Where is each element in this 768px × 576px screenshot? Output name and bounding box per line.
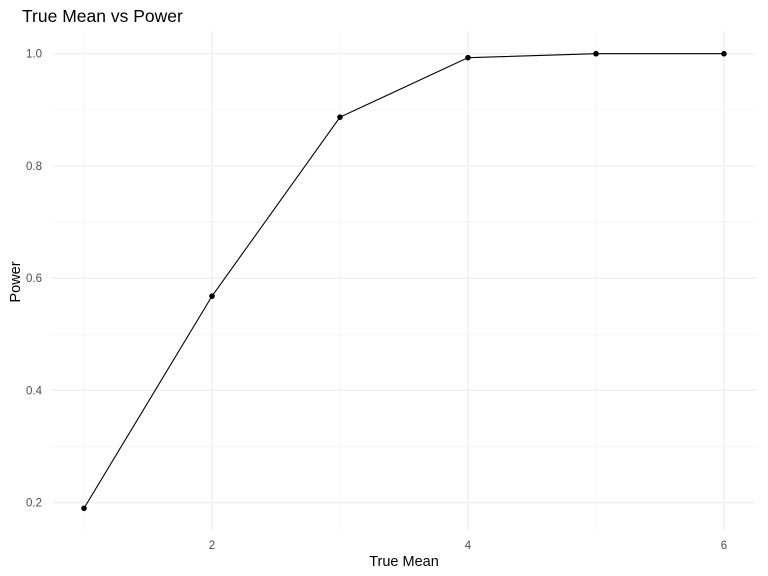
y-tick-label: 0.8 [26, 161, 42, 173]
chart-title: True Mean vs Power [22, 6, 183, 26]
data-point [593, 50, 599, 57]
data-point [465, 54, 471, 61]
data-point [81, 505, 87, 512]
y-tick-label: 0.2 [26, 498, 42, 510]
y-axis-ticks: 0.2 0.4 0.6 0.8 1.0 [26, 49, 43, 510]
data-point [209, 293, 215, 299]
y-axis-label: Power [8, 261, 24, 302]
x-tick-label: 4 [465, 540, 472, 552]
y-tick-label: 0.6 [26, 273, 42, 285]
data-point [337, 114, 343, 120]
data-point [721, 50, 727, 57]
y-tick-label: 1.0 [26, 49, 42, 61]
series-line [83, 53, 724, 509]
x-axis-ticks: 2 4 6 [209, 540, 727, 552]
y-tick-label: 0.4 [26, 385, 43, 397]
x-axis-label: True Mean [369, 554, 439, 570]
series-group [81, 50, 727, 512]
grid [52, 31, 756, 531]
x-tick-label: 2 [209, 540, 215, 552]
x-tick-label: 6 [721, 540, 727, 552]
